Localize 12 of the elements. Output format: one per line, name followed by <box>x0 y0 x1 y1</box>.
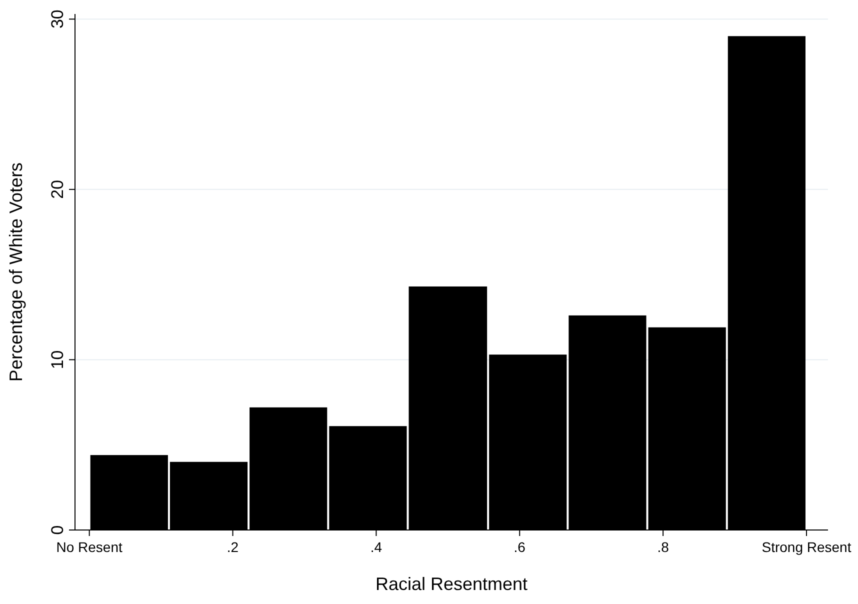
x-tick-label: .4 <box>370 539 382 555</box>
x-tick-label: .2 <box>226 539 239 555</box>
x-tick-label: .8 <box>657 539 670 555</box>
x-tick-label: Strong Resent <box>762 539 852 555</box>
y-axis-title: Percentage of White Voters <box>6 162 26 382</box>
x-tick-label: No Resent <box>56 539 123 555</box>
y-tick-label: 0 <box>48 525 67 535</box>
x-axis-title: Racial Resentment <box>375 574 528 594</box>
y-tick-label: 10 <box>48 350 67 370</box>
y-tick-label: 30 <box>48 10 67 29</box>
y-tick-label: 20 <box>48 180 67 199</box>
x-tick-label: .6 <box>514 539 526 555</box>
